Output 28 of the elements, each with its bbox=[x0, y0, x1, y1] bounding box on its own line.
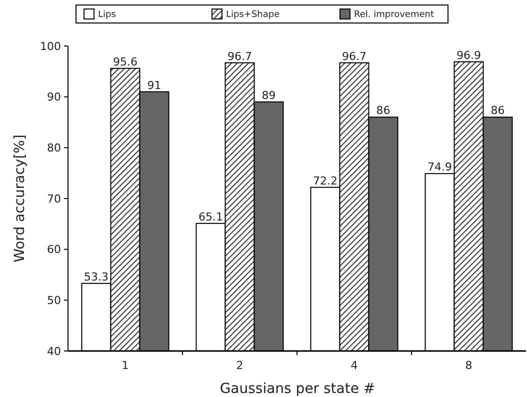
data-label: 95.6 bbox=[113, 55, 138, 68]
data-label: 91 bbox=[147, 78, 162, 92]
data-label: 96.9 bbox=[456, 48, 481, 62]
data-label: 96.7 bbox=[342, 50, 366, 63]
x-tick-label: 4 bbox=[350, 359, 358, 372]
legend-label: Lips+Shape bbox=[226, 10, 280, 20]
y-tick-label: 50 bbox=[47, 294, 61, 308]
legend-label: Rel. improvement bbox=[354, 10, 434, 20]
legend-label: Lips bbox=[98, 10, 116, 20]
y-tick-label: 80 bbox=[47, 142, 61, 155]
data-label: 65.1 bbox=[198, 210, 223, 224]
y-tick-label: 40 bbox=[47, 344, 61, 358]
x-tick-label: 1 bbox=[122, 359, 129, 372]
data-label: 74.9 bbox=[427, 160, 452, 174]
y-axis-title: Word accuracy[%] bbox=[12, 134, 28, 262]
y-tick-label: 90 bbox=[47, 90, 61, 104]
y-tick-label: 100 bbox=[40, 40, 61, 53]
x-tick-label: 8 bbox=[465, 359, 472, 372]
data-label: 53.3 bbox=[84, 270, 108, 284]
x-tick-label: 2 bbox=[236, 359, 244, 372]
data-label: 86 bbox=[376, 104, 390, 118]
data-label: 89 bbox=[262, 88, 276, 102]
x-axis-title: Gaussians per state # bbox=[220, 381, 376, 397]
data-label: 86 bbox=[490, 104, 505, 118]
y-tick-label: 70 bbox=[47, 192, 61, 206]
data-label: 96.7 bbox=[228, 50, 252, 63]
data-label: 72.2 bbox=[312, 174, 338, 188]
y-tick-label: 60 bbox=[47, 243, 61, 256]
